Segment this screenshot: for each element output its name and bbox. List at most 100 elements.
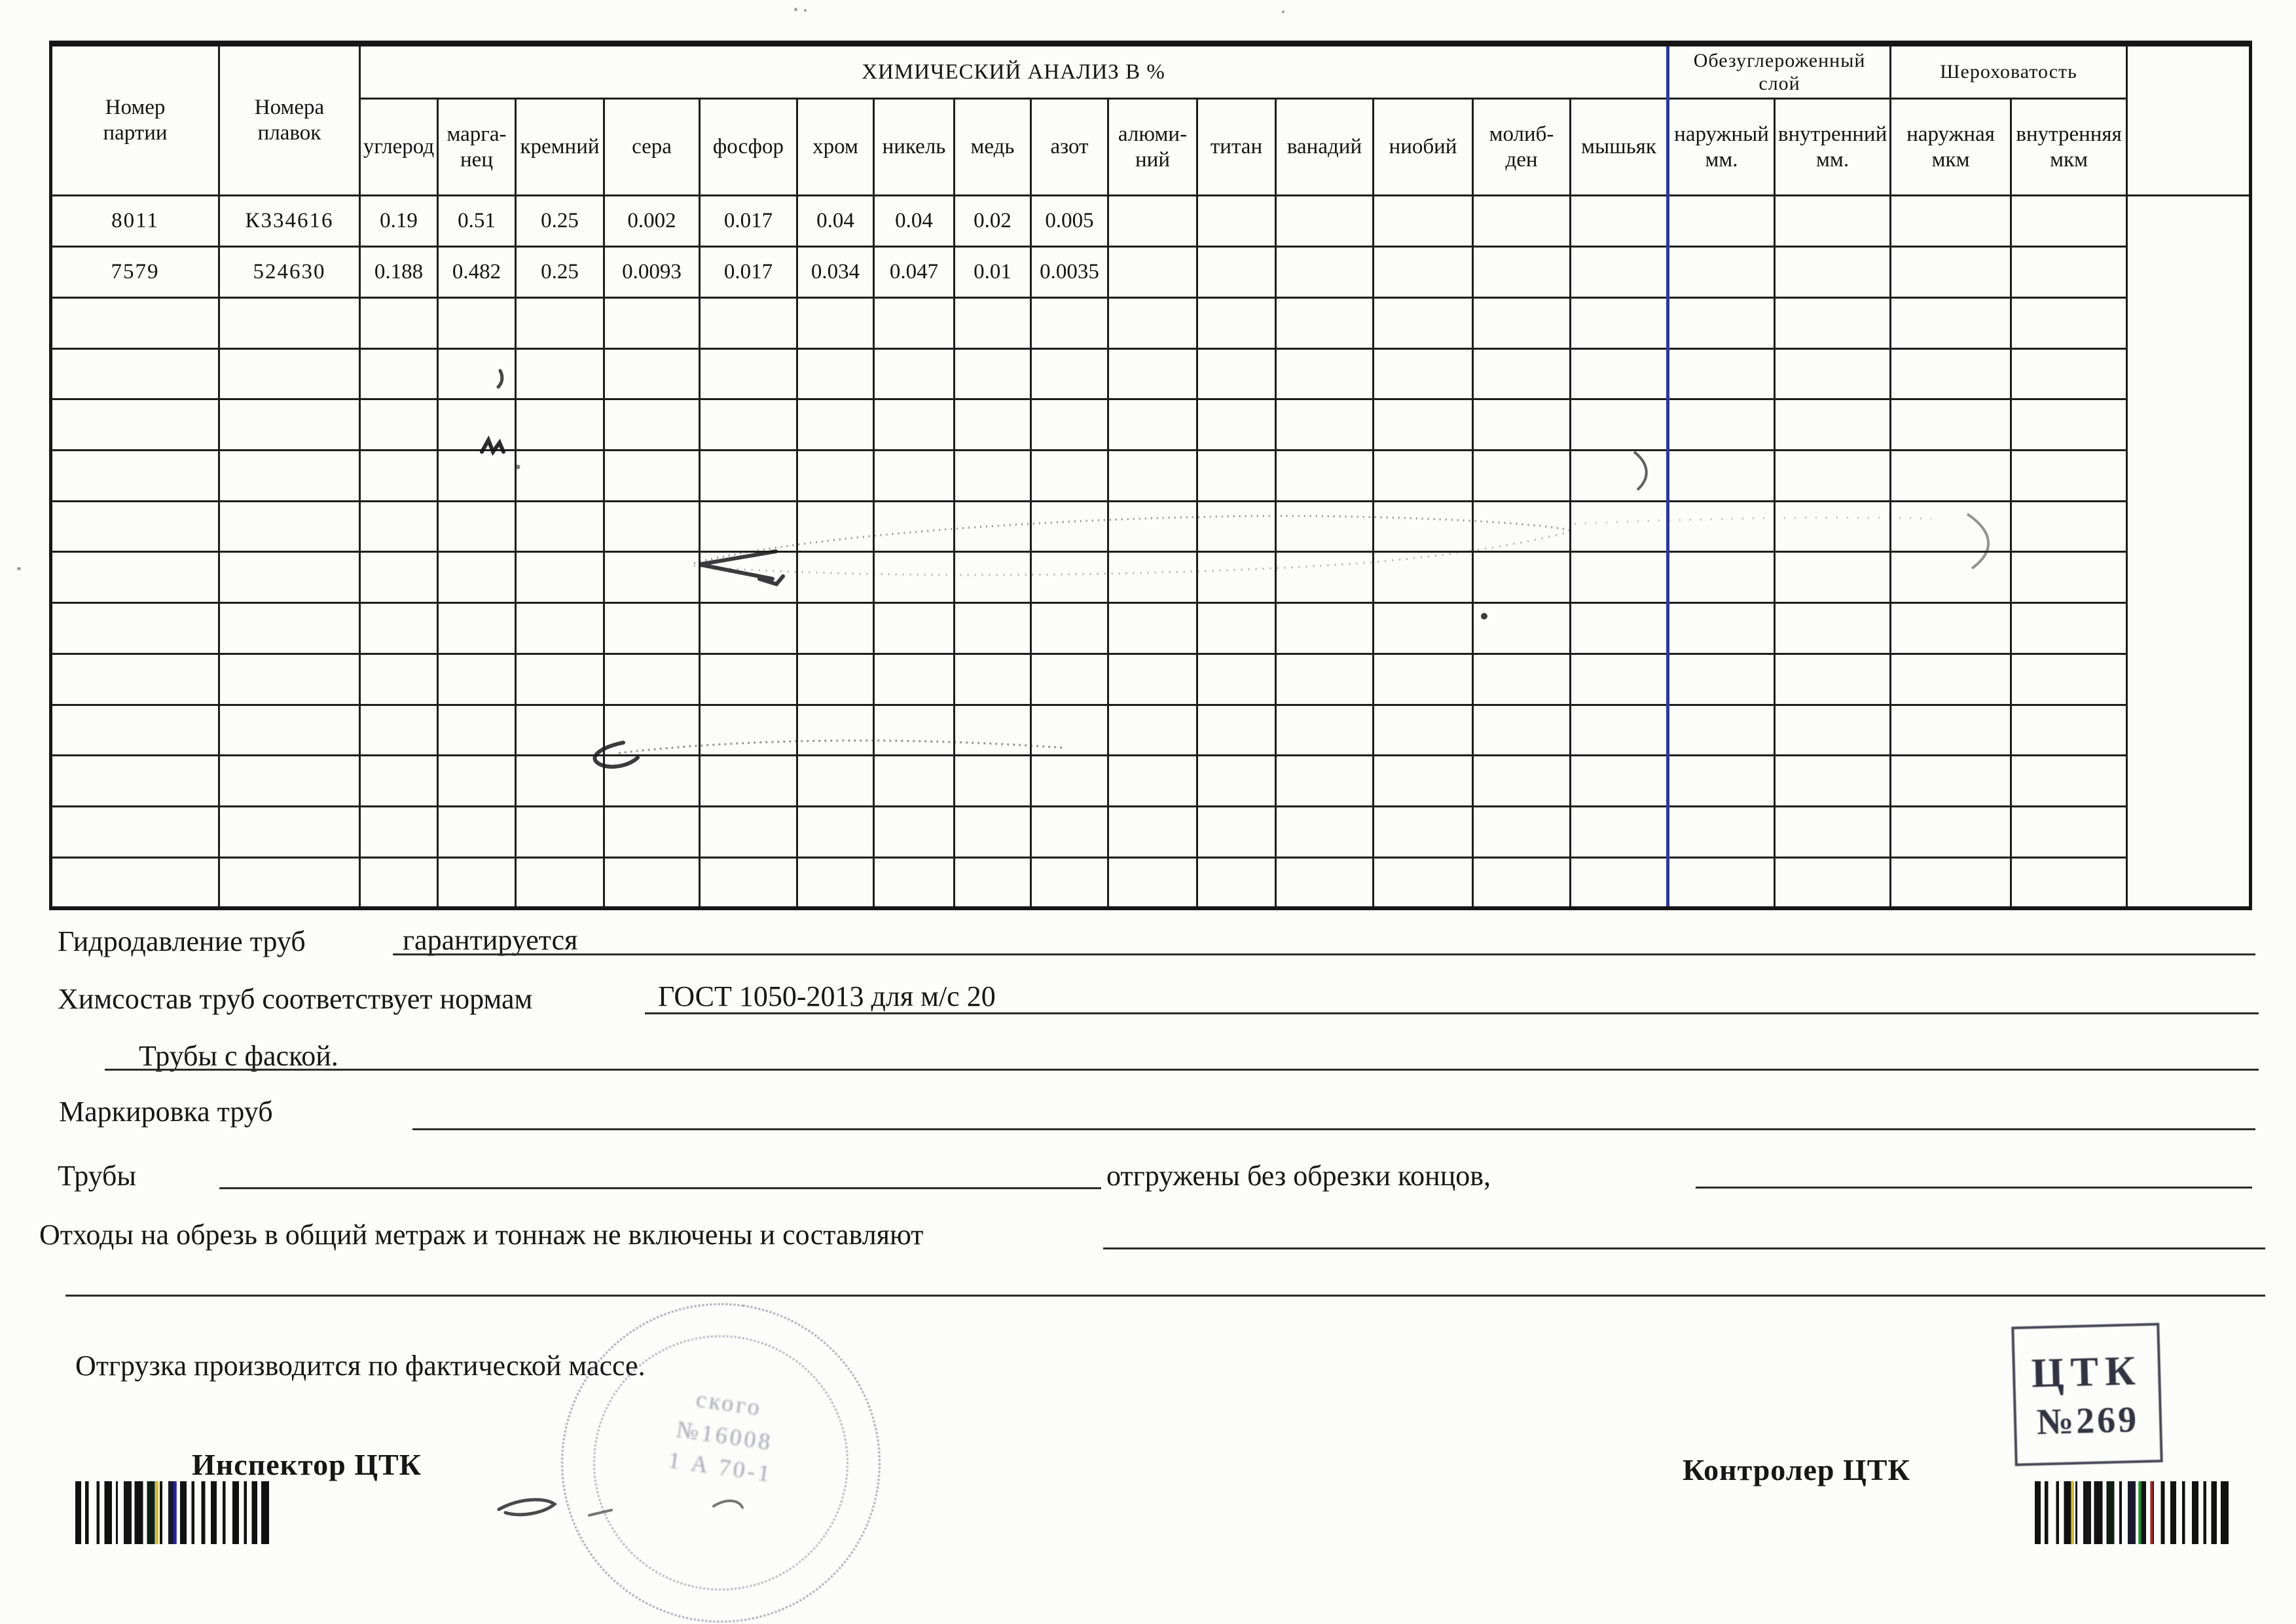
table-cell [1196, 805, 1277, 858]
table-cell [953, 805, 1032, 858]
table-cell: 0.02 [953, 194, 1032, 248]
table-row [50, 652, 2251, 706]
table-cell [796, 856, 875, 910]
table-cell [1472, 652, 1571, 706]
table-cell [1774, 347, 1892, 401]
table-cell [1372, 449, 1474, 502]
table-cell [1569, 297, 1669, 350]
table-cell [1774, 602, 1892, 655]
table-cell [1472, 805, 1571, 858]
col-header-phosphorus: фосфор [699, 98, 798, 196]
table-cell [1196, 449, 1277, 502]
table-cell [699, 856, 798, 910]
table-cell [1774, 500, 1892, 553]
col-header-titanium: титан [1196, 98, 1277, 196]
table-cell [1030, 805, 1109, 858]
table-cell [1196, 754, 1277, 807]
table-cell [1107, 398, 1198, 452]
table-cell [1275, 652, 1374, 706]
table-cell [1196, 856, 1277, 910]
table-cell [699, 551, 798, 604]
table-cell [50, 856, 220, 910]
table-cell [1196, 194, 1277, 248]
empty-last-column [2126, 43, 2252, 196]
table-cell [1107, 297, 1198, 350]
table-cell [1889, 652, 2013, 706]
table-cell [1569, 805, 1669, 858]
table-cell [699, 703, 798, 757]
table-cell [699, 754, 798, 807]
table-cell [1030, 754, 1109, 807]
table-cell [1030, 551, 1109, 604]
table-cell [1107, 246, 1198, 299]
header-sub-row: углерод марга- нец кремний сера фосфор х… [51, 98, 2251, 196]
col-header-rough-outer: наружная мкм [1889, 98, 2013, 196]
chem-norm-label: Химсостав труб соответствует нормам [58, 983, 533, 1015]
table-cell [2010, 500, 2128, 553]
table-cell [2010, 602, 2128, 655]
table-cell: 0.017 [699, 194, 798, 248]
table-cell [1107, 551, 1198, 604]
pipes-label: Трубы [58, 1160, 136, 1192]
table-cell [515, 703, 605, 757]
table-cell [1889, 347, 2013, 401]
table-cell [1774, 194, 1892, 248]
table-cell [1569, 856, 1669, 910]
table-cell [515, 754, 605, 807]
table-cell [873, 754, 955, 807]
marking-label: Маркировка труб [59, 1096, 273, 1128]
table-cell [2010, 449, 2128, 502]
table-cell [1030, 500, 1109, 553]
pipes-underline-right [1696, 1187, 2252, 1189]
table-cell [2010, 652, 2128, 706]
table-cell [603, 602, 701, 655]
table-cell [699, 652, 798, 706]
table-cell [1774, 297, 1892, 350]
table-cell [437, 805, 517, 858]
table-cell [1275, 703, 1374, 757]
table-cell [1569, 500, 1669, 553]
controller-signature-label: Контролер ЦТК [1683, 1453, 1910, 1486]
table-cell [437, 652, 517, 706]
table-cell [796, 347, 875, 401]
table-cell [218, 805, 361, 858]
table-cell [1107, 347, 1198, 401]
table-cell [359, 347, 439, 401]
table-cell [603, 703, 701, 757]
table-cell [603, 398, 701, 452]
table-cell [1372, 703, 1474, 757]
table-cell [218, 703, 361, 757]
col-header-aluminium: алюми- ний [1107, 98, 1198, 196]
barcode-color-sliver [2138, 1481, 2141, 1544]
table-cell [1666, 805, 1776, 858]
table-cell [873, 500, 955, 553]
inspector-signature-label: Инспектор ЦТК [192, 1448, 422, 1481]
table-cell [953, 398, 1032, 452]
table-cell [1472, 602, 1571, 655]
continuation-underline [65, 1295, 2265, 1297]
table-cell [359, 449, 439, 502]
table-cell [1030, 652, 1109, 706]
table-cell: 0.188 [359, 246, 439, 299]
ctk-stamp-line1: ЦТК [2030, 1346, 2143, 1396]
col-group-roughness: Шероховатость [1889, 43, 2128, 100]
table-cell [1666, 856, 1776, 910]
table-cell [359, 805, 439, 858]
table-cell [603, 805, 701, 858]
table-cell [1774, 703, 1892, 757]
table-cell [953, 297, 1032, 350]
table-cell [796, 805, 875, 858]
table-cell [1666, 754, 1776, 807]
table-cell [603, 449, 701, 502]
table-cell [1275, 246, 1374, 299]
table-cell: 0.04 [873, 194, 955, 248]
marking-underline [412, 1128, 2255, 1130]
table-cell [1666, 449, 1776, 502]
table-cell [953, 754, 1032, 807]
table-cell [1666, 500, 1776, 553]
table-cell: 524630 [218, 246, 361, 299]
table-row [50, 805, 2251, 858]
table-cell: 0.51 [437, 194, 517, 248]
table-cell [1472, 398, 1571, 452]
table-cell [1569, 754, 1669, 807]
